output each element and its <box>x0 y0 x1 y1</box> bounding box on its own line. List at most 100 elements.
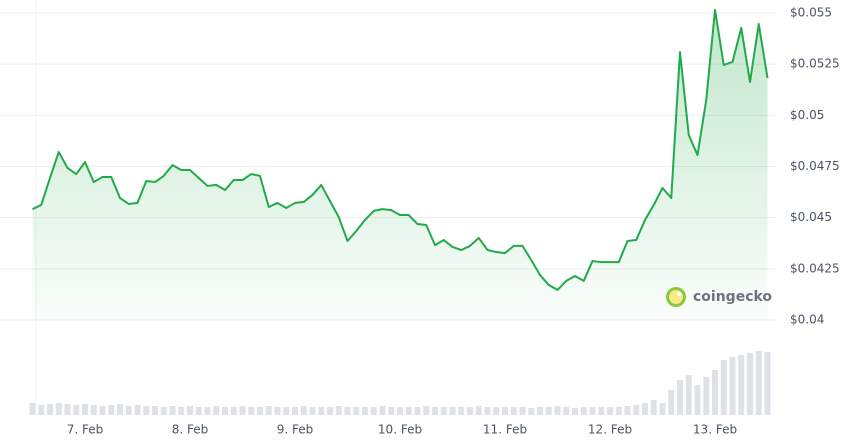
volume-bar <box>90 405 97 415</box>
x-tick-label: 10. Feb <box>378 423 422 437</box>
volume-bar <box>458 407 465 415</box>
volume-bar <box>633 405 640 415</box>
volume-bar <box>82 404 88 415</box>
volume-bar <box>187 406 193 415</box>
volume-bar <box>47 404 53 415</box>
x-tick-label: 7. Feb <box>67 423 104 437</box>
volume-bar <box>738 355 745 415</box>
volume-bar <box>432 407 438 415</box>
volume-bar <box>353 407 360 415</box>
volume-bar <box>729 357 736 415</box>
volume-bar <box>29 403 36 415</box>
volume-bar <box>572 408 578 415</box>
volume-bar <box>598 407 605 415</box>
volume-bar <box>642 403 648 415</box>
x-tick-label: 9. Feb <box>277 423 314 437</box>
volume-bar <box>545 407 552 415</box>
volume-bar <box>397 407 403 415</box>
volume-bar <box>370 407 377 415</box>
volume-bar <box>257 407 263 415</box>
volume-bar <box>475 406 482 415</box>
volume-bar <box>169 406 176 415</box>
volume-bar <box>405 407 412 415</box>
volume-bar <box>554 406 561 415</box>
volume-bar <box>414 407 421 415</box>
price-area <box>32 9 768 321</box>
price-line <box>32 8 769 291</box>
watermark-text: coingecko <box>693 289 772 305</box>
volume-bar <box>222 407 228 415</box>
y-tick-label: $0.055 <box>790 6 832 20</box>
volume-bar <box>589 407 596 415</box>
volume-bar <box>344 407 351 415</box>
volume-bar <box>764 352 771 415</box>
volume-bar <box>274 407 281 415</box>
volume-bar <box>327 407 333 415</box>
volume-bar <box>143 406 150 415</box>
x-tick-label: 12. Feb <box>588 423 632 437</box>
volume-bar <box>720 360 727 415</box>
volume-bar <box>265 406 272 415</box>
volume-bar <box>580 407 587 415</box>
volume-bar <box>300 406 307 415</box>
volume-bar <box>248 407 255 415</box>
volume-bar <box>467 407 473 415</box>
volume-bar <box>388 407 395 415</box>
volume-bar <box>134 405 141 415</box>
volume-bar <box>703 377 710 415</box>
volume-bar <box>195 407 202 415</box>
y-tick-label: $0.0525 <box>790 57 840 71</box>
volume-bar <box>677 380 683 415</box>
volume-bar <box>335 406 342 415</box>
volume-bar <box>502 407 508 415</box>
volume-bar <box>239 406 246 415</box>
volume-bar <box>283 407 290 415</box>
volume-bar <box>659 403 666 415</box>
volume-bar <box>152 406 158 415</box>
volume-bar <box>510 407 517 415</box>
volume-bar <box>292 407 298 415</box>
volume-bar <box>309 407 316 415</box>
volume-bar <box>99 406 106 415</box>
volume-bar <box>55 403 62 415</box>
volume-bar <box>213 406 220 415</box>
volume-bar <box>178 407 185 415</box>
y-tick-label: $0.045 <box>790 210 832 224</box>
volume-bar <box>755 351 762 415</box>
volume-bar <box>108 405 115 415</box>
volume-bar <box>440 407 447 415</box>
volume-bar <box>204 407 211 415</box>
volume-bar <box>607 407 613 415</box>
volume-bar <box>73 405 80 415</box>
volume-bar <box>362 407 368 415</box>
volume-bar <box>747 353 753 415</box>
volume-bar <box>519 407 526 415</box>
volume-bar <box>449 407 456 415</box>
volume-bar <box>493 407 500 415</box>
volume-bar <box>615 407 622 415</box>
volume-bar <box>624 406 631 415</box>
y-tick-label: $0.04 <box>790 313 824 327</box>
volume-bar <box>64 404 71 415</box>
volume-bar <box>423 406 430 415</box>
plot-area <box>29 8 771 415</box>
x-tick-label: 13. Feb <box>693 423 737 437</box>
volume-bar <box>230 407 237 415</box>
x-tick-label: 8. Feb <box>172 423 209 437</box>
volume-bar <box>668 390 675 415</box>
volume-bar <box>650 400 657 415</box>
y-tick-label: $0.05 <box>790 108 824 122</box>
volume-bar <box>160 407 167 415</box>
watermark: coingecko <box>666 287 772 307</box>
volume-bar <box>528 408 535 415</box>
y-tick-label: $0.0425 <box>790 261 840 275</box>
watermark-logo-eye <box>677 292 681 296</box>
volume-bar <box>694 385 701 415</box>
volume-bar <box>318 407 325 415</box>
volume-bar <box>685 375 692 415</box>
volume-bar <box>379 406 386 415</box>
x-tick-label: 11. Feb <box>483 423 527 437</box>
volume-bar <box>712 370 718 415</box>
volume-bar <box>117 404 123 415</box>
